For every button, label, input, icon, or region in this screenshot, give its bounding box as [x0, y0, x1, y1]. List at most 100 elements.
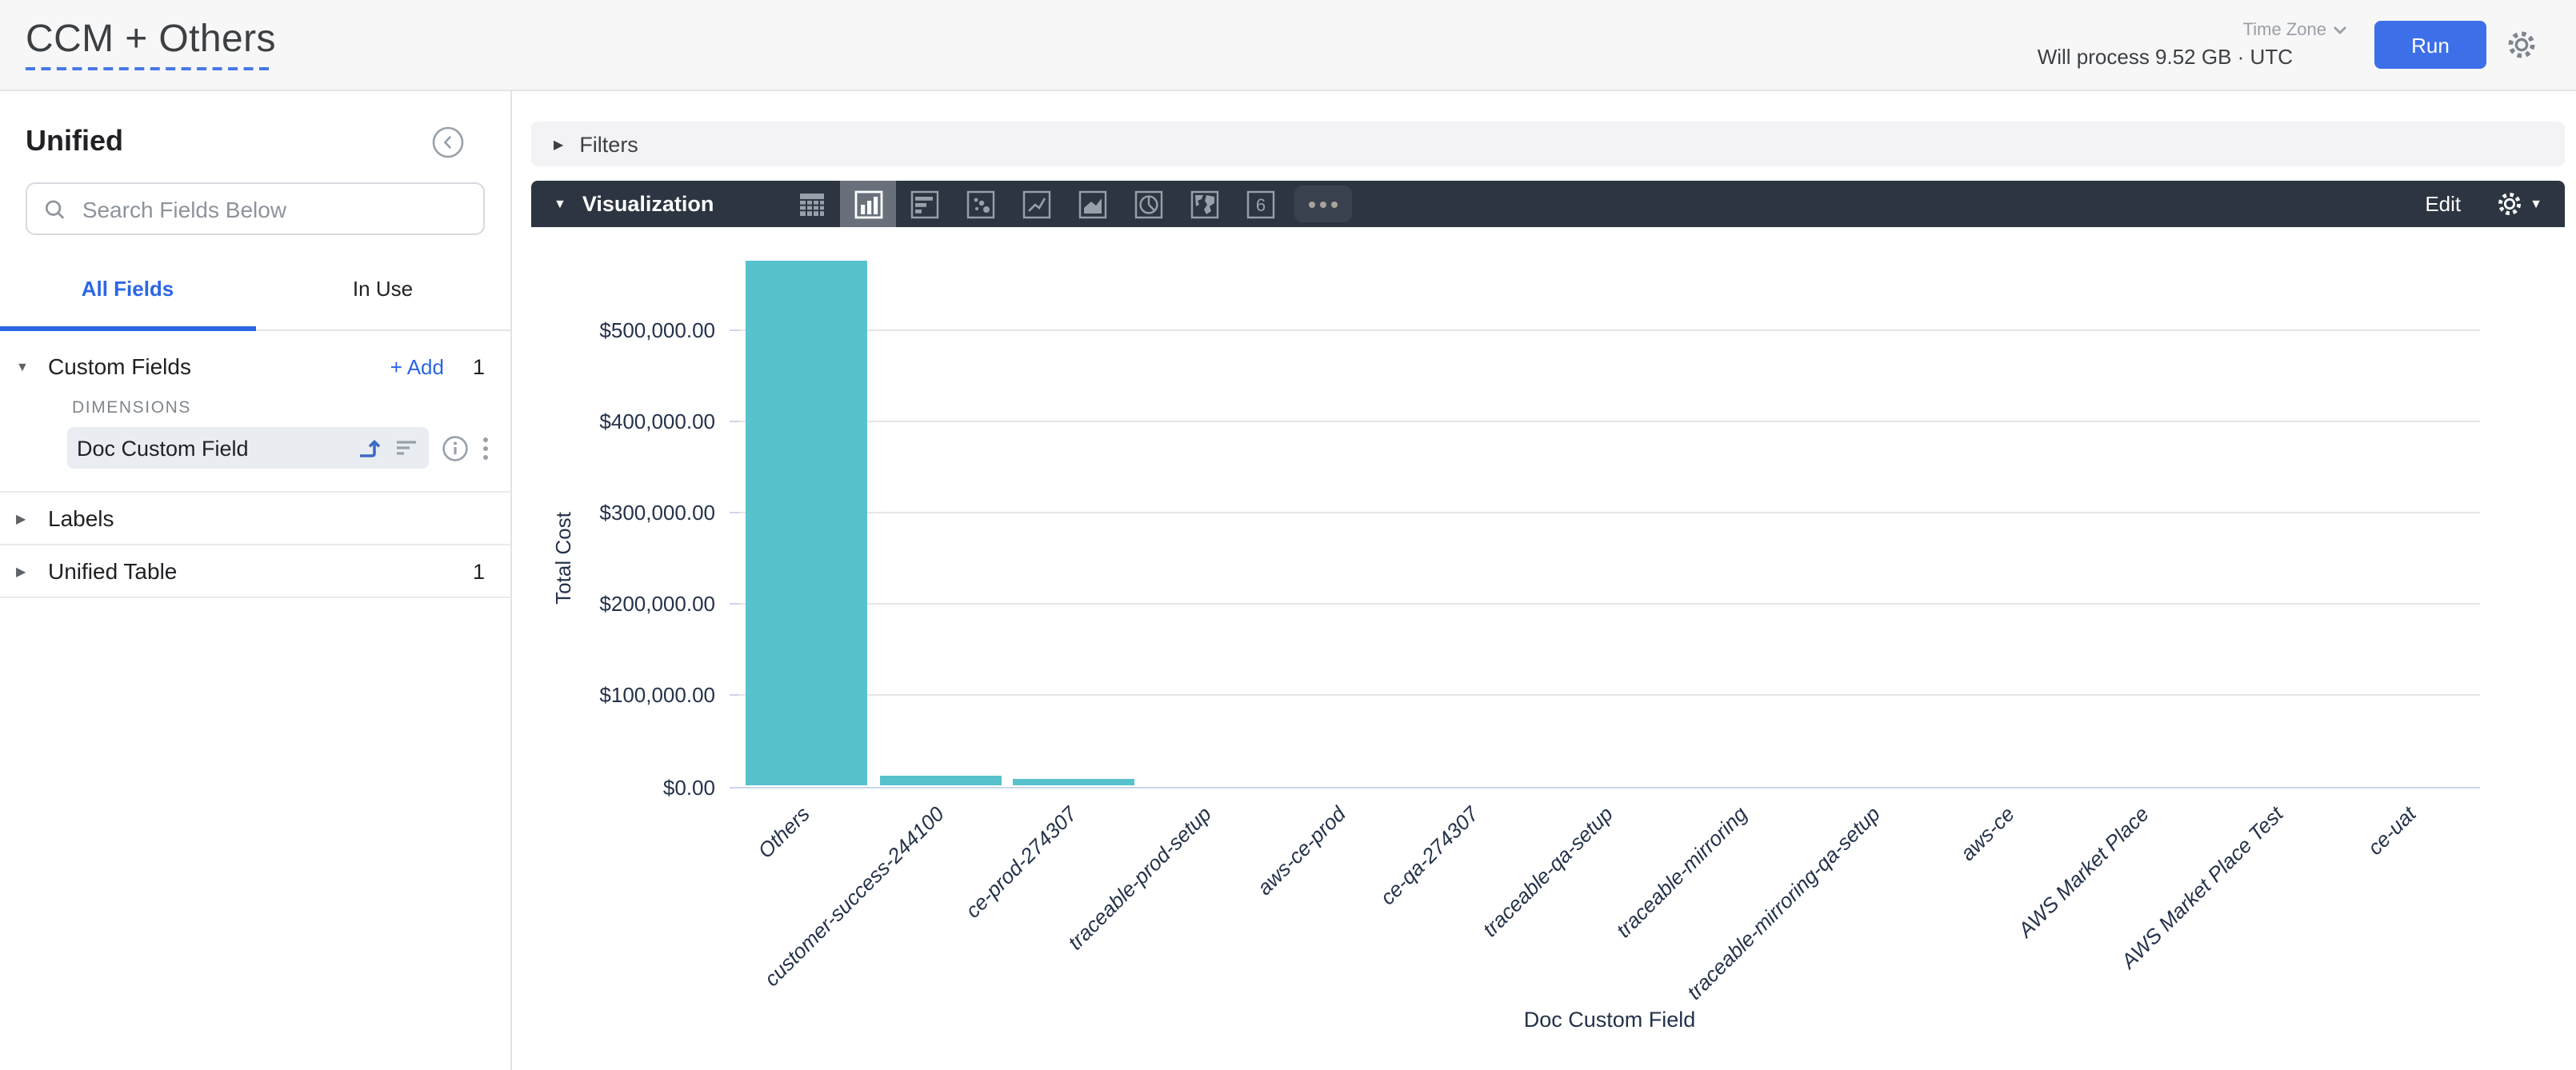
field-doc-custom-field[interactable]: Doc Custom Field	[67, 427, 429, 469]
bar-ce-prod-274307[interactable]	[1013, 778, 1135, 786]
settings-gear-button[interactable]	[2506, 29, 2538, 61]
main-content: ▶ Filters ▼ Visualization	[531, 91, 2565, 1070]
y-axis-tick	[730, 329, 739, 331]
viz-type-table[interactable]	[784, 181, 840, 227]
y-axis-tick	[730, 603, 739, 605]
header-actions: Time Zone Will process 9.52 GB · UTC Run	[2038, 21, 2538, 69]
more-options-icon	[1294, 186, 1353, 222]
filters-section-header[interactable]: ▶ Filters	[531, 122, 2565, 166]
tab-all-fields[interactable]: All Fields	[81, 277, 174, 301]
bar-Others[interactable]	[745, 261, 867, 786]
chevron-left-circle-icon	[432, 126, 464, 158]
caret-right-icon: ▶	[554, 137, 564, 151]
line-chart-icon	[1022, 190, 1050, 218]
svg-text:6: 6	[1255, 194, 1265, 214]
y-gridline	[739, 421, 2480, 423]
y-axis-tick	[730, 786, 739, 788]
column-chart-icon	[854, 190, 882, 218]
search-icon	[45, 199, 65, 218]
x-axis-tick-label: aws-ce	[1955, 801, 2019, 866]
y-axis-tick-label: $300,000.00	[599, 501, 715, 525]
viz-type-column[interactable]	[840, 181, 897, 227]
filters-label: Filters	[579, 132, 638, 156]
timezone-block: Time Zone Will process 9.52 GB · UTC	[2038, 21, 2347, 69]
y-axis-tick	[730, 512, 739, 514]
page-title[interactable]: CCM + Others	[26, 18, 276, 61]
field-menu-button[interactable]	[482, 434, 490, 461]
bar-chart-icon	[910, 190, 938, 218]
caret-right-icon: ▶	[16, 511, 26, 525]
table-icon	[800, 193, 825, 215]
scatter-chart-icon	[966, 190, 994, 218]
filter-field-button[interactable]	[394, 435, 419, 461]
x-axis-tick-label: Others	[753, 801, 814, 863]
x-axis-tick-label: AWS Market Place	[2013, 801, 2154, 942]
section-custom-fields: ▼ Custom Fields + Add 1 DIMENSIONS Doc C…	[0, 341, 510, 493]
x-axis-tick-label: ce-prod-274307	[961, 801, 1082, 923]
viz-type-map[interactable]	[1176, 181, 1232, 227]
tabs-divider	[0, 329, 510, 331]
x-axis-line	[739, 786, 2480, 788]
search-input[interactable]	[78, 194, 467, 223]
field-row-doc-custom-field: Doc Custom Field	[67, 427, 510, 469]
x-axis-tick-label: AWS Market Place Test	[2115, 801, 2287, 973]
collapse-panel-button[interactable]	[432, 126, 464, 158]
timezone-dropdown[interactable]: Time Zone	[2243, 21, 2347, 40]
y-gridline	[739, 512, 2480, 514]
custom-fields-header[interactable]: ▼ Custom Fields + Add 1	[0, 341, 510, 392]
info-icon	[442, 435, 468, 461]
caret-right-icon: ▶	[16, 564, 26, 578]
viz-type-pie[interactable]	[1120, 181, 1176, 227]
title-dashed-underline	[26, 67, 269, 70]
top-header-bar: CCM + Others Time Zone Will process 9.52…	[0, 0, 2576, 91]
viz-type-area[interactable]	[1064, 181, 1120, 227]
add-custom-field-button[interactable]: + Add	[390, 354, 444, 378]
section-label: Unified Table	[48, 558, 178, 584]
caret-down-icon[interactable]: ▼	[554, 197, 566, 211]
y-axis-tick-label: $400,000.00	[599, 409, 715, 434]
timezone-label: Time Zone	[2242, 21, 2326, 40]
section-count: 1	[472, 559, 485, 583]
gear-icon	[2508, 31, 2535, 58]
pivot-field-button[interactable]	[355, 435, 381, 461]
viz-type-switcher: 6	[784, 181, 1358, 227]
viz-type-single-value[interactable]: 6	[1232, 181, 1288, 227]
search-fields-box[interactable]	[26, 182, 485, 235]
field-info-button[interactable]	[442, 434, 469, 461]
viz-type-scatter[interactable]	[952, 181, 1008, 227]
run-button[interactable]: Run	[2374, 21, 2486, 69]
section-labels[interactable]: ▶ Labels	[0, 493, 510, 545]
x-axis-tick-label: traceable-mirroring-qa-setup	[1682, 801, 1886, 1004]
viz-type-line[interactable]	[1008, 181, 1064, 227]
y-gridline	[739, 603, 2480, 605]
dimensions-group-label: DIMENSIONS	[72, 398, 192, 417]
y-axis-title: Total Cost	[551, 512, 575, 605]
edit-viz-button[interactable]: Edit	[2425, 192, 2462, 216]
x-axis-tick-label: ce-uat	[2362, 801, 2422, 860]
column-chart-visualization: Total Cost Doc Custom Field $0.00 $100,00…	[531, 227, 2565, 1070]
process-size-text: Will process 9.52 GB · UTC	[2037, 45, 2293, 69]
x-axis-tick-label: customer-success-244100	[758, 801, 948, 992]
sidebar-tabs: All Fields In Use	[0, 262, 510, 331]
section-unified-table[interactable]: ▶ Unified Table 1	[0, 545, 510, 598]
section-label: Labels	[48, 505, 114, 531]
visualization-label: Visualization	[582, 192, 714, 216]
x-axis-title: Doc Custom Field	[1523, 1008, 1696, 1032]
section-count: 1	[472, 354, 485, 378]
visualization-toolbar: ▼ Visualization	[531, 181, 2565, 227]
tab-in-use[interactable]: In Use	[352, 277, 414, 301]
caret-down-icon: ▼	[2530, 197, 2542, 211]
viz-type-bar[interactable]	[896, 181, 952, 227]
x-axis-tick-label: aws-ce-prod	[1251, 801, 1350, 900]
map-chart-icon	[1190, 190, 1218, 218]
viz-type-more-button[interactable]	[1288, 181, 1358, 227]
viz-settings-button[interactable]: ▼	[2496, 190, 2542, 218]
x-axis-tick-label: traceable-prod-setup	[1062, 801, 1216, 955]
y-gridline	[739, 329, 2480, 331]
bar-customer-success-244100[interactable]	[879, 775, 1001, 786]
filter-icon	[397, 441, 416, 455]
y-axis-tick	[730, 694, 739, 697]
area-chart-icon	[1078, 190, 1106, 218]
active-tab-indicator	[0, 326, 255, 331]
